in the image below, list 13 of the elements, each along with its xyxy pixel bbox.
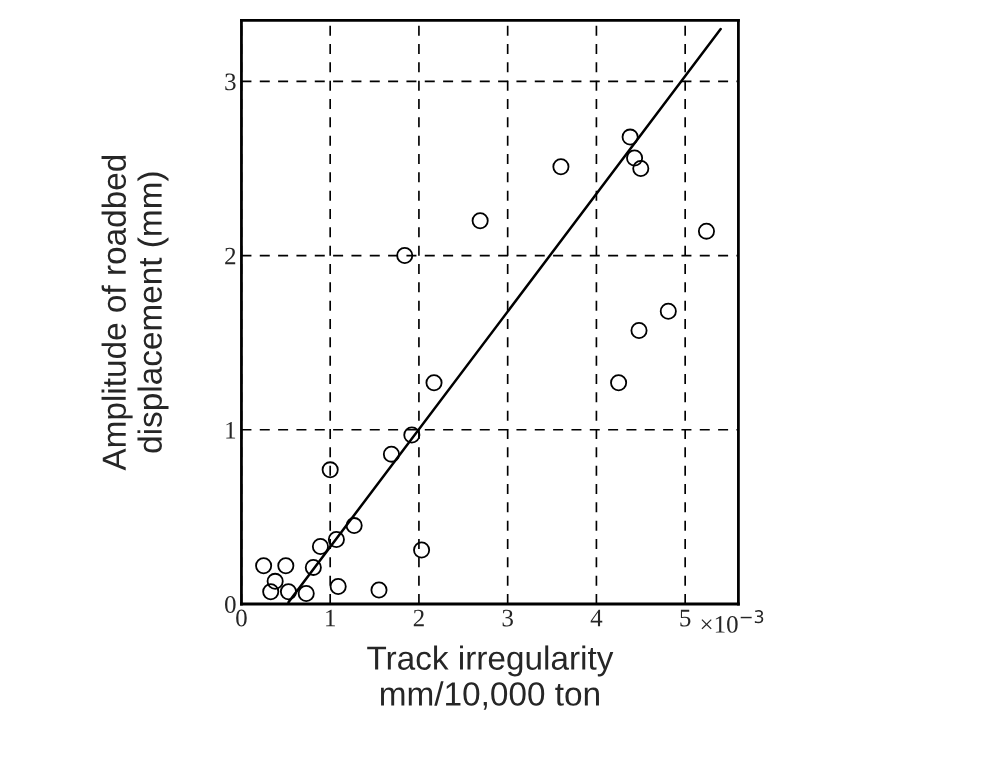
y-axis-title: Amplitude of roadbed displacement (mm): [101, 155, 169, 471]
x-tick-label: 1: [326, 609, 335, 627]
x-tick-label: 2: [413, 609, 424, 627]
text: ×10$^{−3}$: [701, 610, 764, 633]
y-tick-label: 2: [225, 247, 236, 265]
y-tick-label: 0: [225, 596, 236, 613]
x-tick-label: 4: [590, 609, 603, 627]
x-axis-title: Track irregularity mm/10,000 ton: [367, 645, 614, 710]
y-tick-label: 3: [225, 73, 236, 91]
x-tick-label: 0: [236, 609, 247, 627]
x-tick-label: 5: [680, 609, 691, 627]
x-tick-label: 3: [502, 609, 513, 627]
y-tick-label: 1: [226, 421, 236, 439]
